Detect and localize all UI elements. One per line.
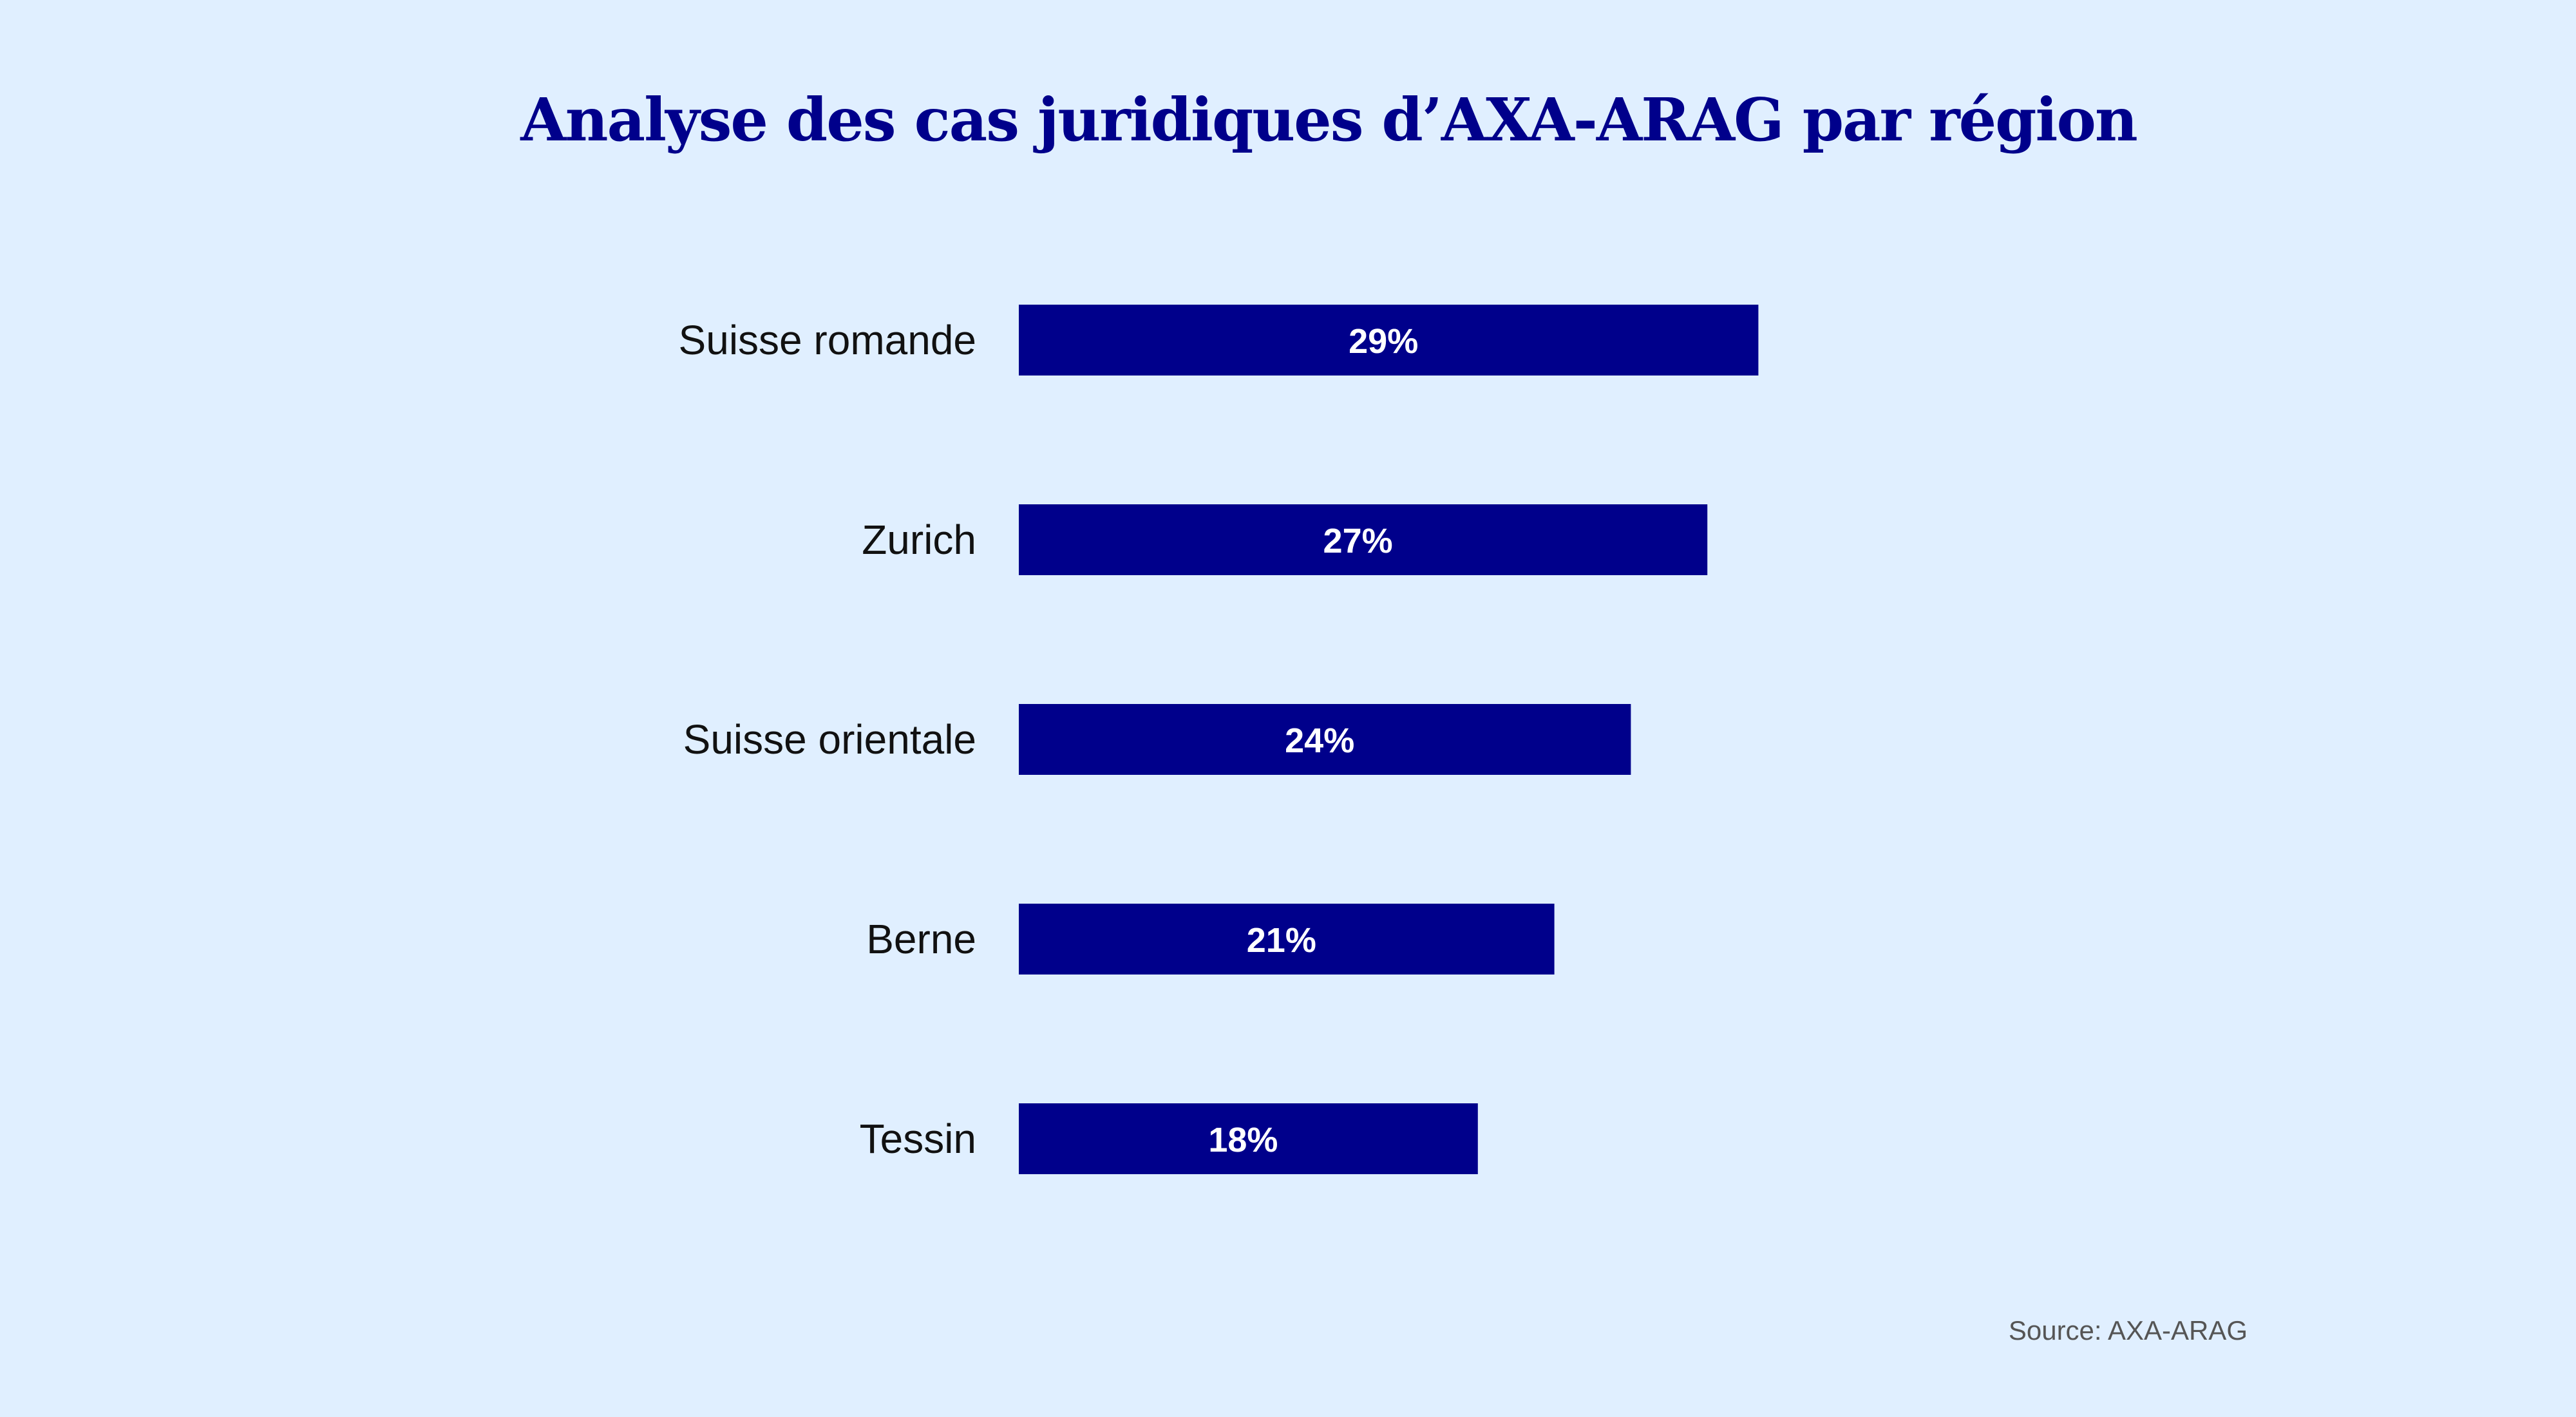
category-label: Tessin	[860, 1116, 976, 1162]
chart-title: Analyse des cas juridiques d’AXA-ARAG pa…	[520, 85, 2137, 155]
category-label: Berne	[866, 916, 976, 962]
category-label: Suisse orientale	[683, 716, 976, 763]
value-label: 21%	[1247, 921, 1316, 960]
bar	[1019, 704, 1631, 775]
source-note: Source: AXA-ARAG	[2008, 1315, 2248, 1346]
value-label: 27%	[1323, 522, 1393, 560]
bar	[1019, 305, 1759, 376]
category-label: Zurich	[862, 517, 976, 563]
bar	[1019, 504, 1708, 575]
value-label: 29%	[1349, 322, 1418, 361]
value-label: 24%	[1285, 721, 1354, 760]
bar	[1019, 1103, 1478, 1174]
value-label: 18%	[1208, 1121, 1278, 1159]
bar	[1019, 904, 1555, 975]
category-label: Suisse romande	[679, 317, 976, 363]
